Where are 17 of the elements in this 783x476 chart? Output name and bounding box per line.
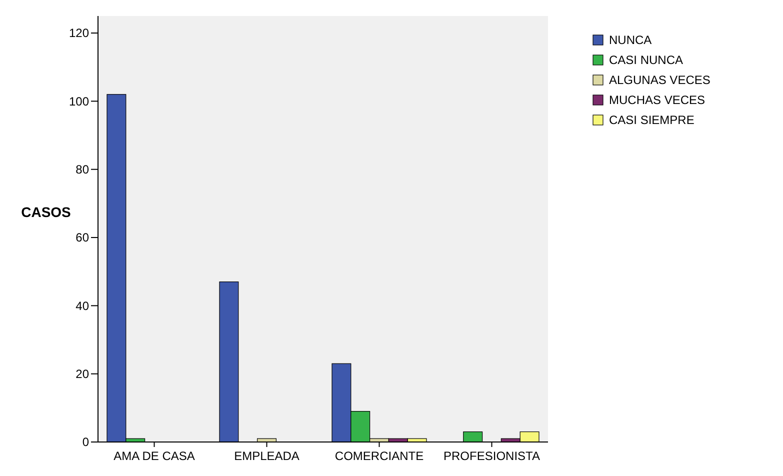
legend-label: NUNCA	[609, 33, 652, 48]
x-tick-label: COMERCIANTE	[334, 449, 424, 463]
y-tick-label: 100	[68, 94, 90, 108]
y-axis-title: CASOS	[21, 204, 71, 220]
x-tick-label: PROFESIONISTA	[444, 449, 540, 463]
y-tick-label: 120	[68, 26, 90, 40]
y-tick-label: 0	[82, 435, 90, 450]
x-tick-label: AMA DE CASA	[114, 449, 195, 463]
legend-label: MUCHAS VECES	[609, 93, 706, 108]
legend-label: ALGUNAS VECES	[609, 73, 710, 88]
x-tick-label: EMPLEADA	[234, 449, 300, 463]
y-tick-label: 40	[76, 298, 90, 313]
legend-label: CASI SIEMPRE	[609, 113, 694, 128]
y-tick-label: 20	[76, 367, 90, 382]
y-tick-label: 80	[76, 162, 90, 177]
y-tick-label: 60	[76, 230, 90, 245]
legend-label: CASI NUNCA	[609, 53, 684, 68]
